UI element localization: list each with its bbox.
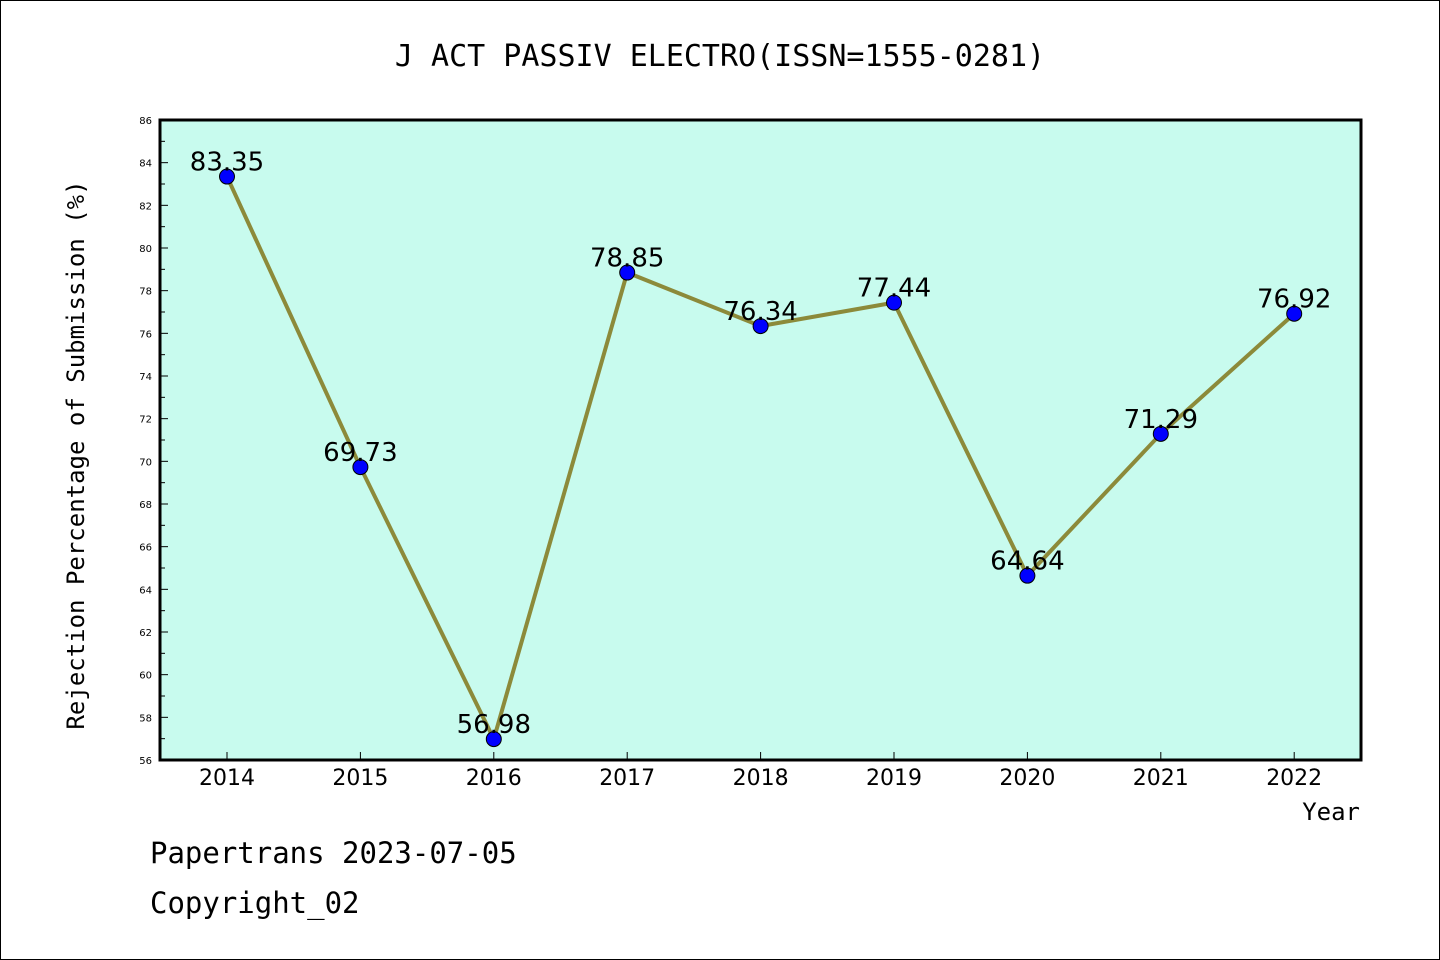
- data-point: [619, 264, 636, 281]
- x-tick-label: 2018: [733, 766, 789, 791]
- data-point: [1152, 425, 1169, 442]
- y-tick-label: 74: [139, 372, 152, 383]
- data-point: [485, 731, 502, 748]
- footer-date: Papertrans 2023-07-05: [150, 836, 517, 870]
- data-label: 78.85: [590, 244, 664, 274]
- data-label: 71.29: [1124, 405, 1198, 435]
- y-tick-label: 84: [139, 159, 152, 170]
- data-label: 76.92: [1257, 285, 1331, 315]
- y-tick-label: 86: [139, 116, 152, 127]
- series-line-group: 83.35 69.73 56.98 78.85 76.34 77.44 64.64 71.29…: [190, 148, 1331, 748]
- y-tick-label: 76: [139, 329, 152, 340]
- data-point: [219, 168, 235, 185]
- data-label: 77.44: [857, 274, 931, 304]
- x-tick-label: 2022: [1266, 766, 1322, 791]
- data-label: 69.73: [323, 438, 397, 468]
- y-tick-label: 66: [139, 543, 152, 554]
- y-axis-label: Rejection Percentage of Submission (%): [62, 180, 90, 729]
- x-tick-label: 2017: [599, 766, 655, 791]
- y-tick-label: 64: [139, 585, 152, 596]
- y-tick-label: 70: [139, 457, 152, 468]
- y-tick-label: 60: [139, 671, 152, 682]
- x-tick-label: 2016: [466, 766, 522, 791]
- x-tick-label: 2015: [332, 766, 388, 791]
- data-label: 83.35: [190, 148, 264, 178]
- y-tick-label: 58: [139, 713, 152, 724]
- y-tick-label: 78: [139, 287, 152, 298]
- data-point: [1019, 567, 1036, 584]
- y-axis: 56 58 60 62 64 66 68 70 72 74 76 78 80 82 84 86: [139, 116, 168, 767]
- data-point: [352, 459, 369, 476]
- y-tick-label: 82: [139, 201, 152, 212]
- y-tick-label: 72: [139, 415, 152, 426]
- x-tick-label: 2014: [199, 766, 255, 791]
- footer-copyright: Copyright_02: [150, 886, 360, 920]
- x-tick-label: 2019: [866, 766, 922, 791]
- x-axis: 2014 2015 2016 2017 2018 2019 2020 2021 2022: [199, 752, 1322, 791]
- data-label: 64.64: [990, 547, 1064, 577]
- chart-title: J ACT PASSIV ELECTRO(ISSN=1555-0281): [395, 39, 1045, 74]
- data-label: 56.98: [457, 710, 531, 740]
- y-tick-label: 68: [139, 500, 152, 511]
- x-tick-label: 2021: [1133, 766, 1189, 791]
- data-point: [1286, 305, 1303, 322]
- x-tick-label: 2020: [999, 766, 1055, 791]
- y-tick-label: 56: [139, 756, 152, 767]
- x-axis-label: Year: [1302, 798, 1360, 826]
- y-tick-label: 80: [139, 244, 152, 255]
- data-label: 76.34: [723, 297, 797, 327]
- data-point: [752, 318, 769, 335]
- data-point: [886, 294, 902, 311]
- y-tick-label: 62: [139, 628, 152, 639]
